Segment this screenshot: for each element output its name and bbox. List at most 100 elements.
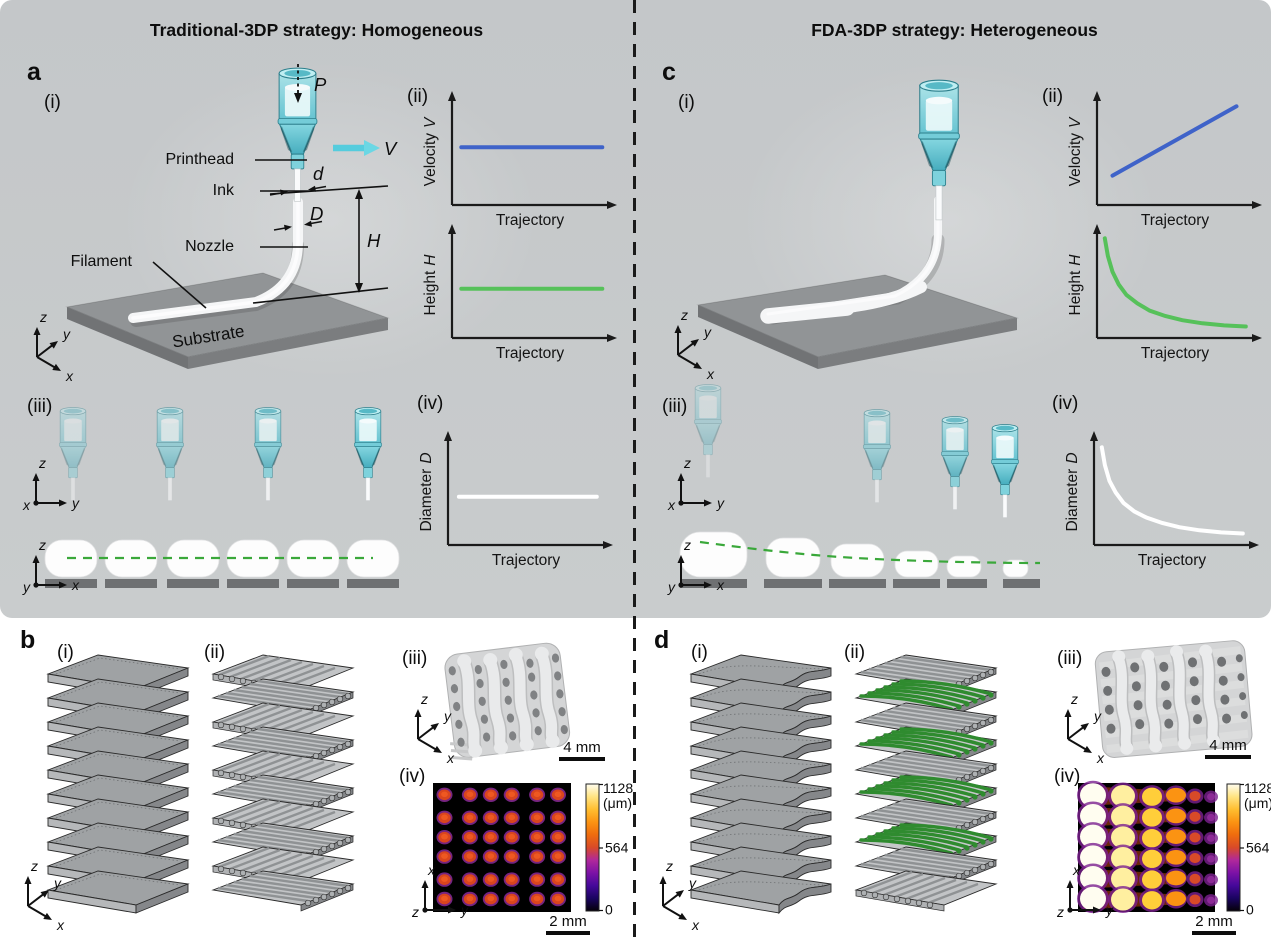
axis-arrow [32,555,40,563]
heatmap-dot-core [508,876,516,882]
heatmap-dot-core [508,814,516,821]
c-sub-iii: (iii) [662,396,688,417]
axis-arrow [1093,906,1101,914]
axis-origin-dot [33,500,39,506]
heatmap-dot-core [487,876,495,882]
axis-arrow [414,709,422,717]
colorbar-label-mid: 564 [1246,840,1270,856]
axes-iso-a: zy x [33,309,74,384]
layer-rods-green [0,8,142,50]
a-sub-ii: (ii) [407,86,429,107]
x-axis-label: Trajectory [1138,552,1207,569]
d-sub-ii: (ii) [844,642,866,663]
b-sub-iv: (iv) [399,766,426,787]
axis-line [1067,725,1085,740]
d-sub-i: (i) [691,642,708,663]
heatmap-dot [1142,849,1162,869]
heatmap-dot [1166,870,1186,886]
axis-label: z [683,455,691,471]
heatmap-dot-core [554,833,562,840]
heatmap-dot [1142,891,1162,910]
chart-a-height: HeightH Trajectory [422,224,617,362]
axis-line [662,905,683,918]
axis-arrow [1080,723,1089,731]
axis-label: z [38,455,46,471]
axis-label: x [691,917,700,933]
axis-label: y [460,902,469,918]
axis-label: y [22,579,31,595]
heatmap-dot [1207,834,1215,842]
x-axis-label: Trajectory [492,552,561,569]
axes-b-i: zy x [24,858,65,933]
heatmap-dot [1207,896,1215,904]
axis-arrow [32,473,40,481]
axes-iso-c: zy x [674,307,715,382]
axis-arrow [40,890,49,898]
heatmap-d [1077,780,1218,914]
heatmap-dot-core [441,833,448,840]
series-line [1102,236,1248,329]
axis-arrow [704,499,712,507]
height-ref-top [269,185,389,195]
height-dim-arrow-top [355,189,363,199]
axis-line [27,892,45,907]
a-sub-iii: (iii) [27,396,53,417]
heatmap-dot [1207,813,1215,822]
chart-c-height: HeightH Trajectory [1067,224,1262,362]
chart-c-diameter: DiameterD Trajectory [1064,431,1259,569]
y-axis-label: VelocityV [422,116,439,186]
axis-arrow [52,363,61,371]
panel-b-label: b [20,626,36,654]
axis-arrow [659,876,667,884]
heatmap-dot-core [487,895,495,902]
axis-label: x [667,497,676,513]
axis-origin-dot [678,500,684,506]
axis-label: z [1070,691,1078,707]
heatmap-dot [1189,853,1201,864]
heatmap-dot [1080,824,1106,849]
axis-label: x [446,750,455,766]
scale-bar-d-lattice: 4 mm [1198,738,1258,759]
axis-label: z [38,537,46,553]
heatmap-dot [1207,855,1215,863]
axis-arrow [421,880,429,888]
axis-line [417,725,435,740]
axis-origin-dot [678,582,684,588]
printhead-render [277,67,318,202]
axis-origin-dot [422,907,428,913]
scale-bar-b-lattice: 4 mm [552,740,612,761]
heatmap-dot-core [487,814,495,821]
x-axis-label: Trajectory [1141,212,1210,229]
printhead-ghost-2 [863,409,891,503]
colorbar-label-bottom: 0 [1246,902,1254,918]
axis-line [36,343,54,358]
filament-path-thick [760,300,855,324]
heatmap-dot-core [441,791,448,798]
axis-label: x [71,577,80,593]
heatmap-dot-core [466,876,474,882]
heatmap-dot-core [466,833,474,840]
height-ref-bottom [252,287,389,304]
axes-front-a: z x y [22,537,80,595]
scale-bar-line [546,931,590,935]
a-sub-i: (i) [44,92,61,113]
stack-layer [854,869,998,913]
filament-label: Filament [70,253,132,270]
heatmap-dot-core [554,876,562,882]
heatmap-dot-core [508,833,516,840]
axis-label: z [420,691,428,707]
nozzle-diameter-symbol: d [313,163,324,184]
scene-a-printing: zy x [33,64,390,384]
substrate-top [65,272,390,358]
heatmap-dot [1111,826,1135,849]
chart-c-velocity: VelocityV Trajectory [1067,91,1262,229]
axis-arrow [1064,709,1072,717]
axis-label: y [716,495,725,511]
axis-arrow [677,473,685,481]
axes-side-c: z y x [667,455,725,513]
axis-label: x [1096,750,1105,766]
axis-label: y [71,495,80,511]
axis-label: x [65,368,74,384]
axis-label: y [443,708,452,724]
heatmap-dot [1080,803,1106,828]
